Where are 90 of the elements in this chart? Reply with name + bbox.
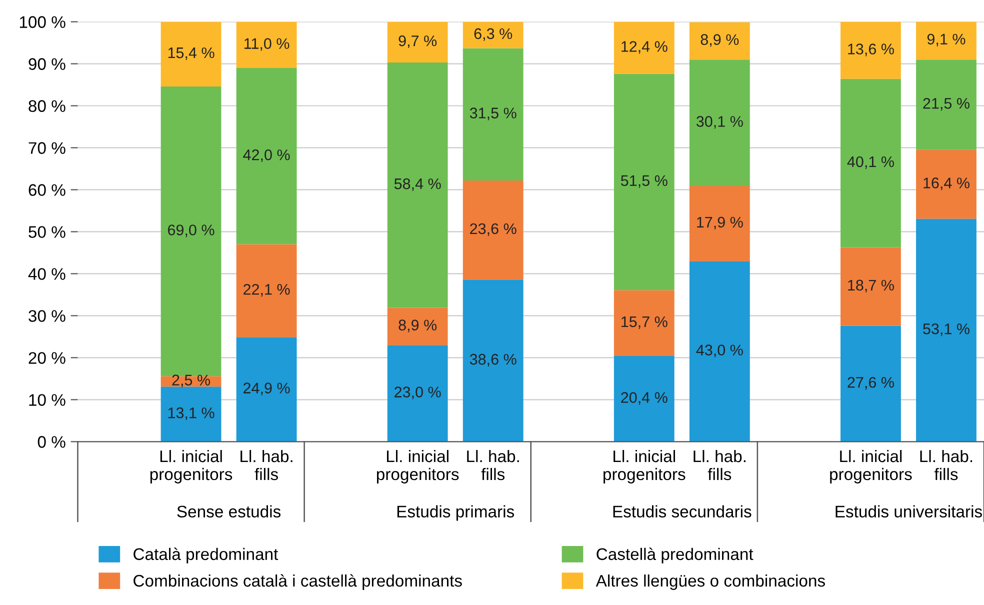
data-label: 13,1 %: [168, 407, 214, 420]
bar: [462, 280, 524, 442]
data-label: 2,5 %: [172, 374, 210, 388]
data-label: 18,7 %: [848, 280, 894, 292]
bar: [614, 22, 674, 74]
data-label: 23,0 %: [394, 386, 441, 400]
data-label: 24,9 %: [244, 382, 290, 396]
y-tick-label: 40 %: [28, 268, 66, 280]
x-tick-label: Ll. inicial progenitors: [150, 450, 232, 484]
legend-label: Català predominant: [134, 548, 278, 564]
data-label: 20,4 %: [621, 392, 668, 405]
x-tick-label: Ll. hab. fills: [240, 450, 292, 480]
y-tick-label: 0 %: [38, 436, 66, 448]
y-tick-label: 90 %: [28, 58, 66, 70]
bar: [387, 345, 448, 442]
data-label: 22,1 %: [244, 284, 290, 297]
data-label: 38,6 %: [470, 354, 516, 367]
bar: [840, 247, 901, 326]
text: Sense estudis: [177, 505, 281, 518]
data-label: 69,0 %: [168, 224, 214, 238]
bar: [614, 74, 674, 290]
x-tick-label: Ll. hab. fills: [694, 450, 746, 480]
bar: [916, 60, 976, 150]
data-label: 42,0 %: [243, 149, 290, 162]
y-tick-label: 60 %: [28, 184, 66, 196]
legend-label: Combinacions català i castellà predominants: [134, 574, 462, 590]
bar: [236, 244, 297, 338]
data-label: 9,7 %: [398, 35, 437, 48]
bar: [462, 22, 524, 48]
y-tick-label: 80 %: [28, 100, 66, 112]
bar: [236, 68, 297, 244]
data-label: 23,6 %: [470, 223, 516, 236]
data-label: 16,4 %: [924, 178, 970, 190]
text: Estudis universitaris: [836, 505, 982, 518]
data-label: 53,1 %: [923, 323, 970, 336]
x-tick-label: Ll. inicial progenitors: [830, 450, 912, 484]
data-label: 40,1 %: [847, 156, 894, 169]
data-label: 27,6 %: [848, 376, 894, 390]
bar: [689, 261, 750, 442]
bar: [160, 22, 222, 86]
legend-label: Altres llengües o combinacions: [596, 574, 825, 590]
y-tick-label: 20 %: [28, 352, 66, 364]
bar: [387, 22, 448, 63]
x-tick-label: Ll. hab. fills: [467, 450, 519, 480]
data-label: 12,4 %: [622, 41, 668, 54]
data-label: 8,9 %: [398, 320, 437, 332]
bar: [160, 386, 222, 442]
x-tick-label: Ll. hab. fills: [920, 450, 972, 480]
data-label: 11,0 %: [244, 38, 290, 51]
data-label: 51,5 %: [620, 175, 668, 188]
text: Estudis secundaris: [613, 505, 752, 518]
data-label: 58,4 %: [394, 178, 441, 192]
bar: [689, 186, 750, 262]
bar: [840, 78, 901, 248]
data-label: 43,0 %: [696, 344, 743, 358]
x-tick-label: Ll. inicial progenitors: [376, 450, 459, 484]
legend-label: Castellà predominant: [596, 548, 754, 564]
data-label: 17,9 %: [697, 216, 743, 230]
bar: [916, 150, 976, 219]
bar: [387, 62, 448, 308]
bar: [840, 22, 901, 79]
bar: [614, 290, 674, 356]
y-tick-label: 50 %: [28, 226, 66, 238]
bar: [462, 180, 524, 280]
y-tick-label: 70 %: [28, 142, 66, 154]
data-label: 21,5 %: [923, 98, 970, 111]
bar: [916, 22, 976, 60]
y-tick-label: 30 %: [28, 310, 66, 322]
bar: [689, 22, 750, 60]
bar: [614, 356, 674, 442]
bar: [462, 48, 524, 180]
y-tick-label: 10 %: [29, 394, 66, 406]
bar: [840, 326, 901, 442]
data-label: 31,5 %: [470, 108, 516, 120]
data-label: 15,7 %: [622, 316, 668, 329]
data-label: 9,1 %: [927, 34, 966, 46]
x-tick-label: Ll. inicial progenitors: [604, 450, 686, 484]
bar: [689, 60, 750, 186]
y-tick-label: 100 %: [20, 16, 66, 28]
bar: [916, 218, 976, 442]
data-label: 30,1 %: [696, 116, 743, 129]
bar: [160, 86, 222, 376]
text: Estudis primaris: [397, 505, 514, 521]
data-label: 6,3 %: [474, 28, 512, 41]
bar: [236, 22, 297, 68]
data-label: 8,9 %: [700, 34, 739, 47]
bar: [236, 337, 297, 442]
bar: [387, 308, 448, 346]
data-label: 15,4 %: [168, 47, 214, 60]
data-label: 13,6 %: [848, 44, 894, 56]
